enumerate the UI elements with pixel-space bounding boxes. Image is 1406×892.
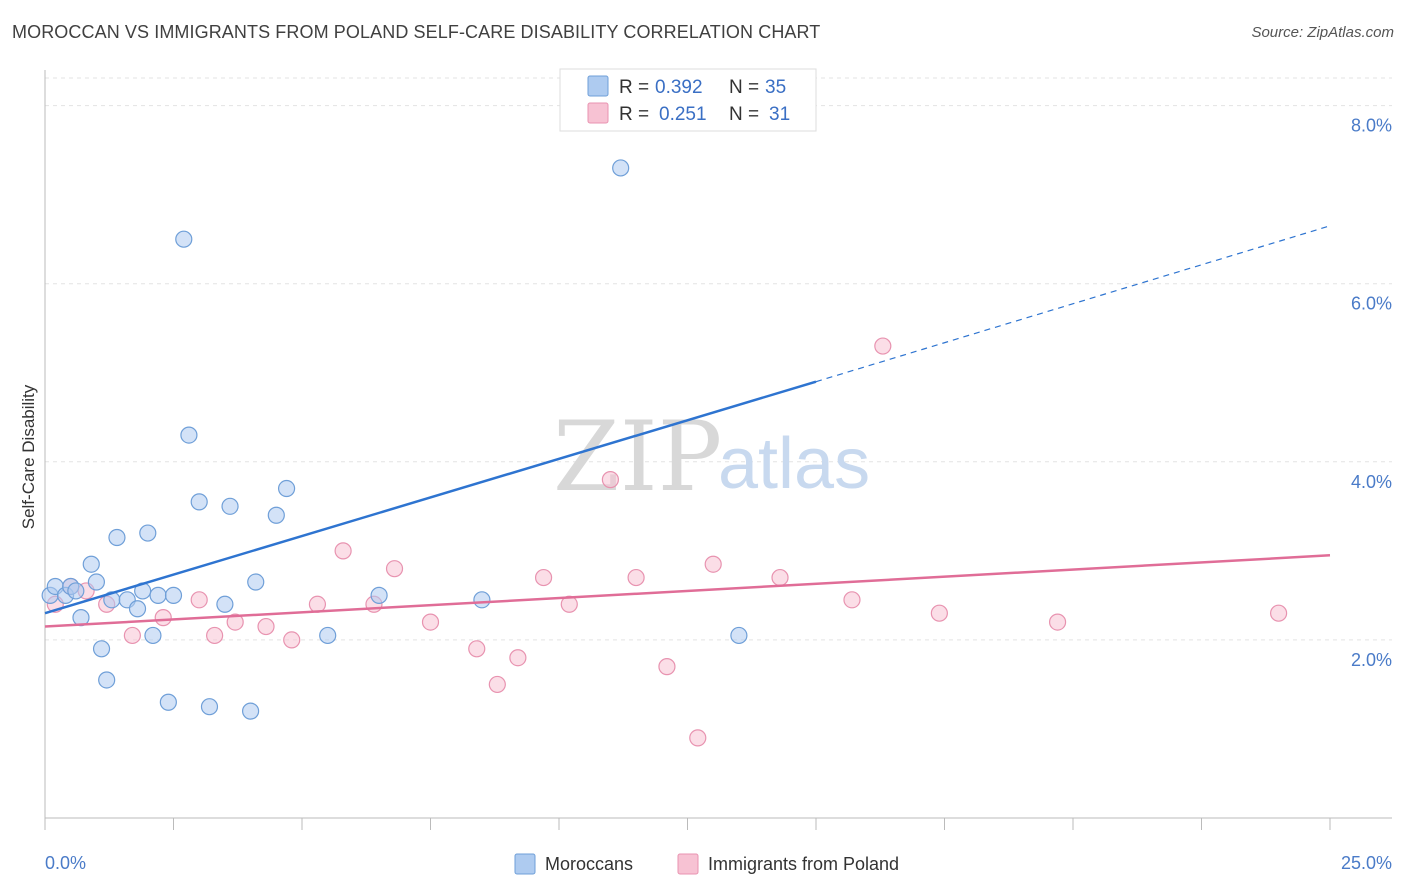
data-point [730, 626, 748, 645]
gridlines [45, 77, 1392, 641]
data-point [874, 337, 892, 355]
data-point [87, 573, 106, 591]
data-point [267, 506, 285, 524]
stats-legend: R = 0.392 N = 35 R = 0.251 N = 31 [559, 68, 817, 132]
data-point [257, 617, 275, 636]
data-point [689, 729, 707, 747]
data-point [534, 568, 553, 587]
data-point [1048, 613, 1067, 631]
y-tick-label: 4.0% [1351, 472, 1392, 492]
data-point [488, 675, 506, 694]
legend-r-value-1: 0.251 [659, 104, 707, 125]
data-point [149, 586, 167, 604]
x-tick-label-max: 25.0% [1341, 853, 1392, 873]
data-point [473, 591, 491, 609]
data-point [154, 609, 172, 627]
data-point [108, 528, 126, 547]
data-point [385, 560, 404, 578]
legend-swatch-poland [587, 102, 609, 124]
data-point [509, 649, 527, 667]
data-point [67, 582, 85, 600]
data-point [206, 626, 224, 645]
data-point [843, 591, 861, 609]
data-point [319, 626, 337, 645]
series-poland-points [46, 337, 1288, 747]
bottom-legend-swatch-poland [677, 853, 699, 875]
data-point [92, 640, 111, 658]
data-point [180, 426, 198, 444]
data-point [175, 230, 193, 248]
data-point [190, 591, 208, 609]
data-point [1269, 604, 1288, 622]
data-point [221, 497, 239, 515]
data-point [144, 626, 162, 645]
data-point [771, 568, 789, 587]
legend-swatch-moroccans [587, 75, 609, 97]
bottom-legend-label-poland: Immigrants from Poland [708, 854, 899, 874]
chart-title: MOROCCAN VS IMMIGRANTS FROM POLAND SELF-… [12, 22, 821, 42]
data-point [370, 586, 388, 604]
data-point [190, 493, 208, 511]
data-point [159, 693, 177, 711]
data-point [468, 640, 486, 658]
data-point [139, 524, 157, 542]
y-tick-label: 6.0% [1351, 294, 1392, 314]
data-point [164, 586, 183, 604]
trend-lines [44, 225, 1331, 628]
data-point [226, 613, 244, 631]
data-point [200, 698, 219, 716]
data-point [612, 159, 630, 177]
data-point [128, 600, 147, 618]
legend-n-label-0: N = [729, 77, 759, 98]
data-point [277, 479, 296, 498]
chart-source: Source: ZipAtlas.com [1251, 24, 1394, 41]
legend-r-value-0: 0.392 [655, 77, 703, 98]
bottom-legend: Moroccans Immigrants from Poland [514, 853, 899, 875]
data-point [82, 555, 100, 573]
data-point [421, 613, 440, 631]
x-axis-ticks [44, 818, 1331, 830]
legend-n-value-0: 35 [765, 77, 786, 98]
data-point [283, 631, 301, 649]
data-point [658, 658, 676, 676]
data-point [98, 671, 116, 689]
data-point [216, 595, 234, 613]
data-point [247, 573, 265, 591]
bottom-legend-label-moroccans: Moroccans [545, 854, 633, 874]
y-tick-label: 8.0% [1351, 116, 1392, 136]
watermark-zip: ZIP [553, 401, 722, 513]
data-point [930, 604, 948, 622]
legend-n-value-1: 31 [769, 104, 790, 125]
series-moroccans-points [41, 159, 748, 720]
trend-line-moroccans [44, 380, 817, 615]
watermark: ZIP atlas [553, 401, 870, 513]
y-tick-labels: 2.0% 4.0% 6.0% 8.0% [1351, 116, 1392, 670]
legend-r-label-0: R = [619, 77, 649, 98]
watermark-atlas: atlas [718, 424, 870, 504]
y-tick-label: 2.0% [1351, 650, 1392, 670]
trend-line-poland [44, 554, 1331, 628]
data-point [627, 568, 645, 587]
data-point [242, 702, 260, 720]
x-tick-label-min: 0.0% [45, 853, 86, 873]
trend-line-moroccans-extension [815, 225, 1331, 383]
legend-r-label-1: R = [619, 104, 649, 125]
data-point [704, 555, 722, 573]
data-point [601, 471, 620, 489]
y-axis-label: Self-Care Disability [19, 384, 38, 529]
bottom-legend-swatch-moroccans [514, 853, 536, 875]
legend-n-label-1: N = [729, 104, 759, 125]
data-point [123, 626, 141, 645]
data-point [334, 542, 352, 560]
